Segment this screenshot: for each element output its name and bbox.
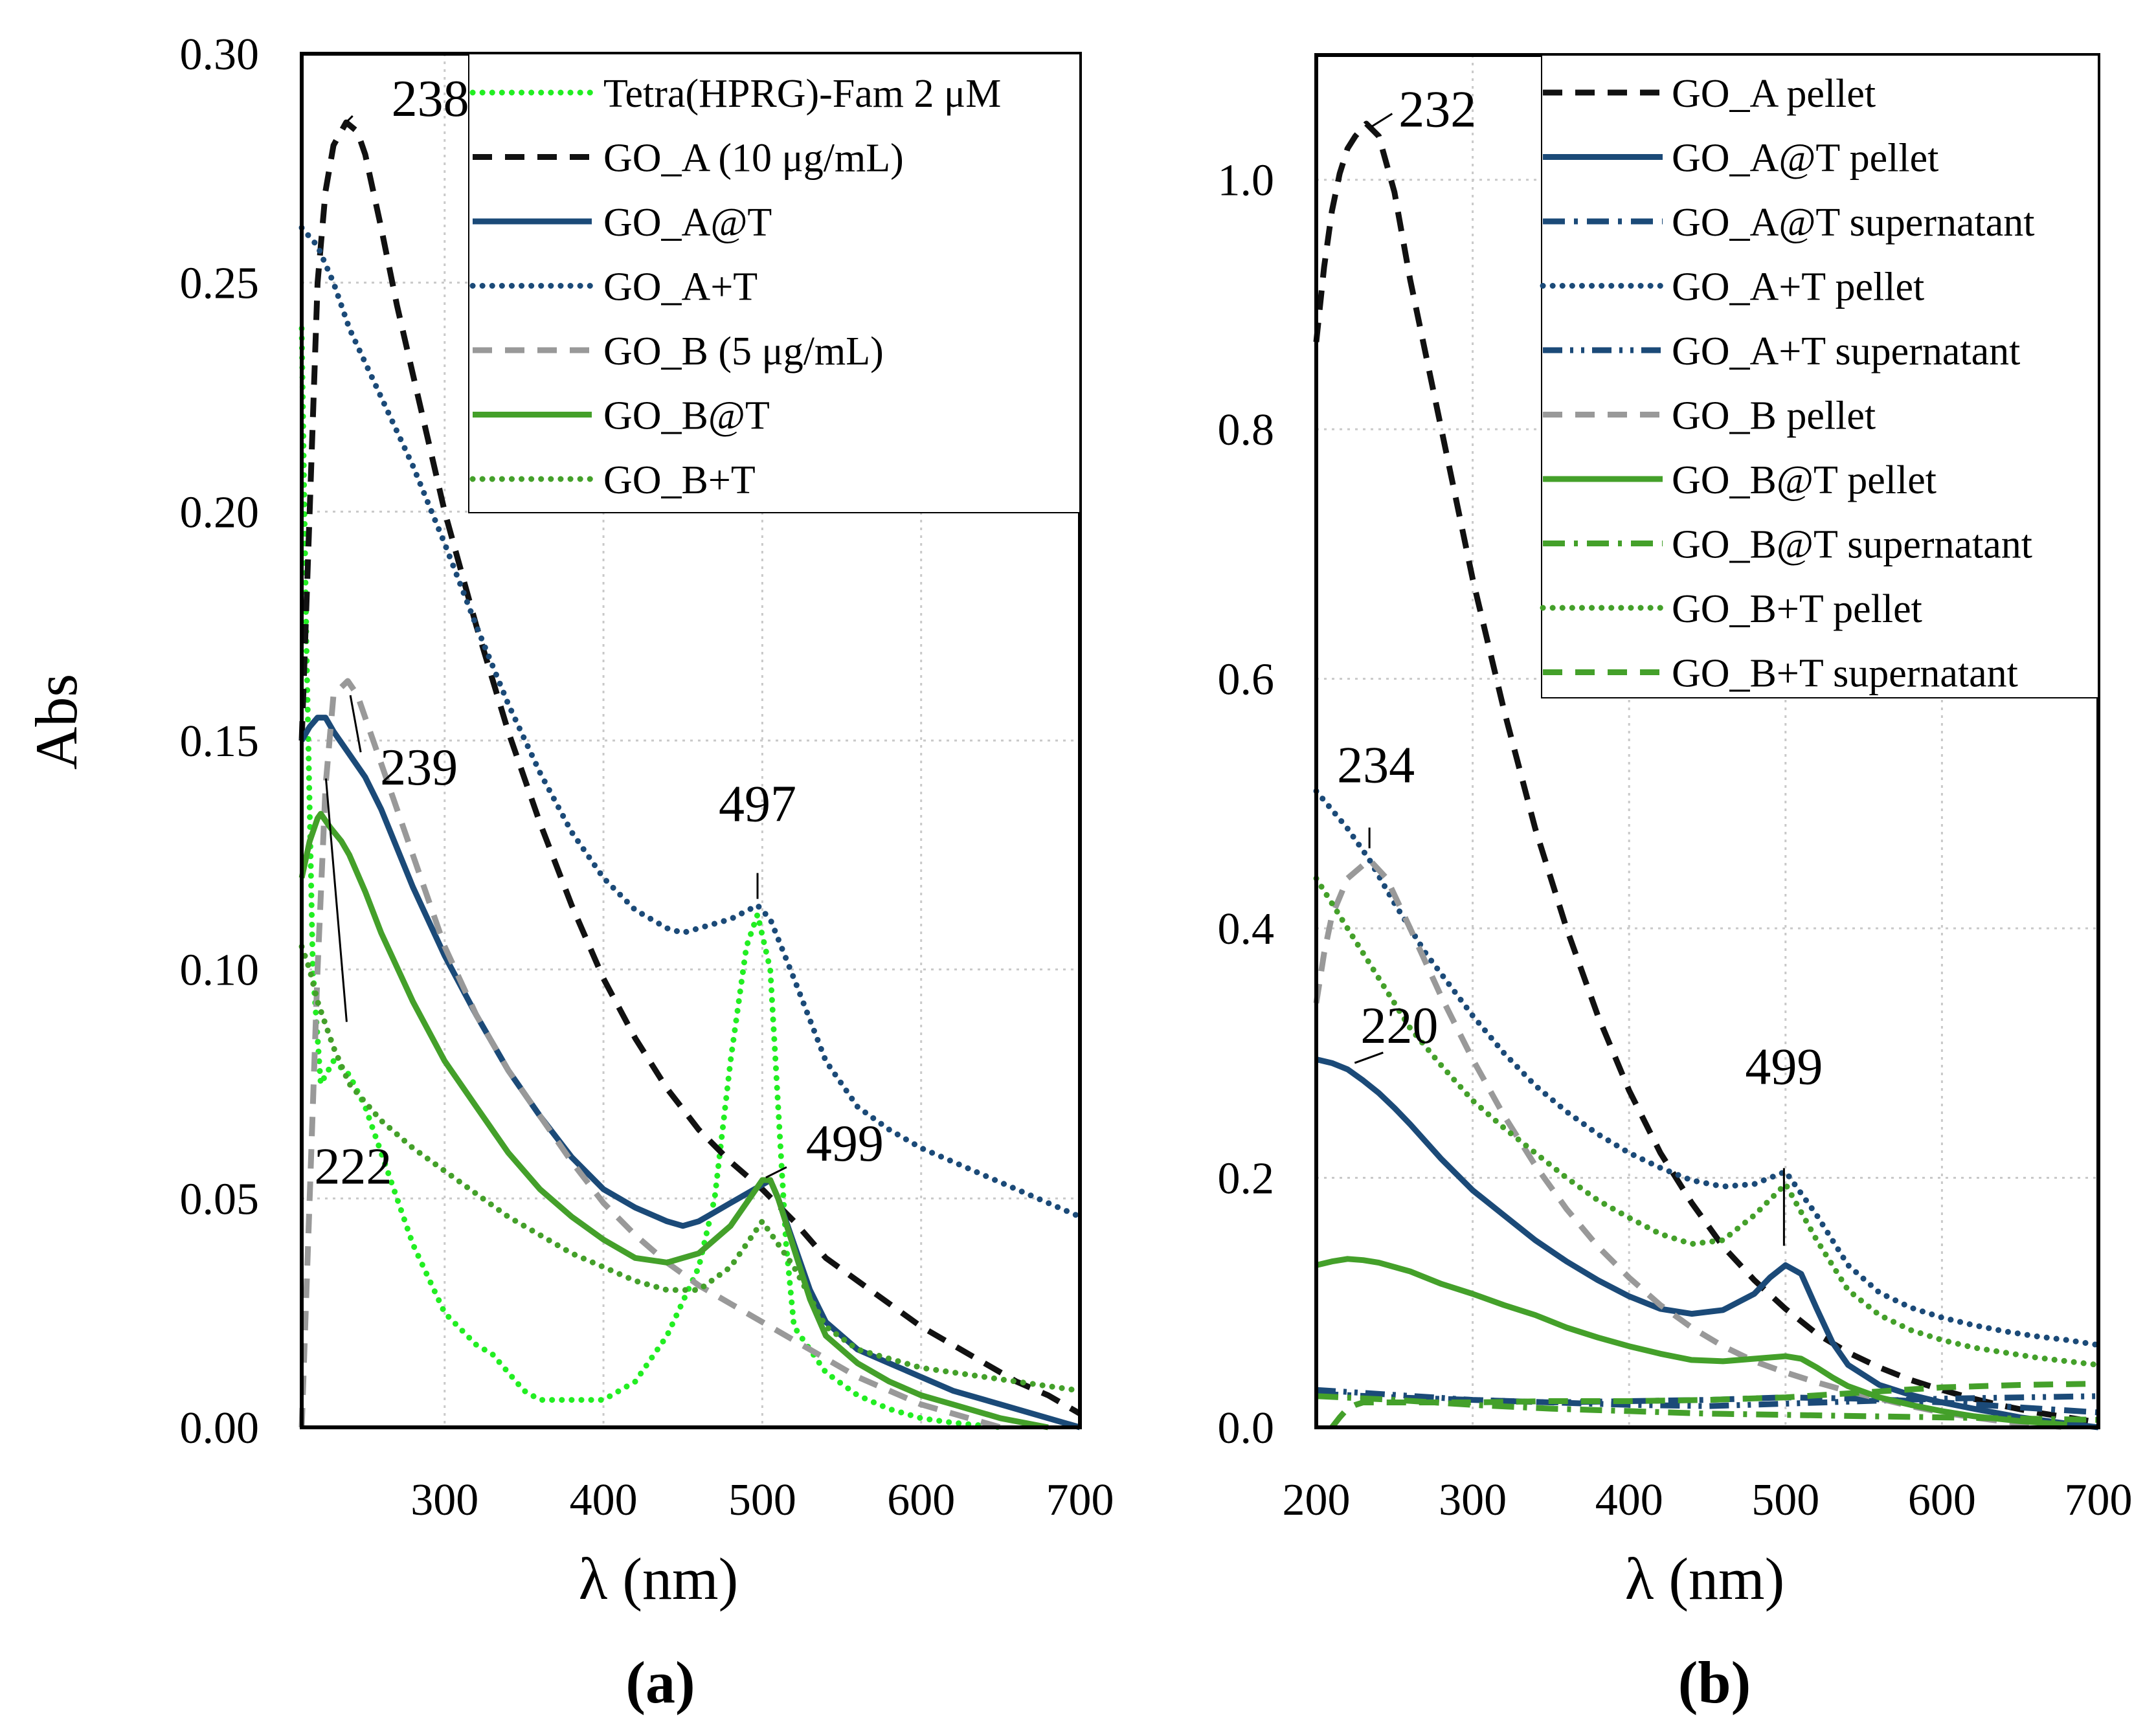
legend-label: GO_A pellet [1672, 72, 1876, 116]
peak-annotation-499: 499 [806, 1115, 884, 1172]
x-tick-label: 500 [1751, 1475, 1819, 1525]
series-line-go-b-t [298, 810, 1049, 1431]
legend-label: GO_A+T pellet [1672, 265, 1924, 309]
x-tick-label: 300 [410, 1475, 478, 1525]
series-line-go-a-t [299, 715, 1081, 1431]
legend-label: GO_A@T supernatant [1672, 201, 2034, 245]
legend-label: GO_B (5 μg/mL) [603, 329, 884, 374]
series-line-go-a-t-pellet [1315, 1056, 2099, 1431]
panel-label-b: (b) [1678, 1649, 1751, 1715]
annotation-leader [1371, 113, 1393, 128]
series-line-go-a-t [298, 225, 1083, 1220]
annotation-leader [324, 778, 348, 1022]
series-line-go-b-t-supernatant [1329, 1381, 2099, 1429]
legend-label: GO_B+T pellet [1672, 587, 1922, 631]
y-tick-label: 1.0 [1218, 156, 1275, 206]
tick-labels: 0.0 0.2 0.4 0.6 0.8 1.0 200 300 400 500 600 700 [1218, 156, 2133, 1525]
x-tick-label: 600 [1908, 1475, 1976, 1525]
peak-annotation-220: 220 [1360, 998, 1438, 1054]
legend-label: GO_A+T [603, 265, 758, 309]
annotation-leader [346, 115, 354, 122]
x-tick-label: 600 [887, 1475, 955, 1525]
series-group [1313, 120, 2102, 1431]
series-line-go-b-5-g-ml [298, 678, 1002, 1431]
y-tick-label: 0.0 [1218, 1403, 1275, 1453]
peak-annotation-238: 238 [392, 71, 469, 128]
y-tick-label: 0.30 [180, 30, 260, 80]
legend-label: GO_A@T pellet [1672, 137, 1938, 181]
peak-annotation-222: 222 [314, 1139, 392, 1196]
series-group [298, 119, 1083, 1431]
y-tick-label: 0.20 [180, 487, 260, 537]
legend-box [1541, 54, 2099, 698]
legend: Tetra(HPRG)-Fam 2 μM GO_A (10 μg/mL) GO_A@… [468, 53, 1081, 513]
panel-label-a: (a) [625, 1649, 695, 1715]
y-tick-label: 0.4 [1218, 904, 1275, 954]
x-axis-label-a: λ (nm) [579, 1546, 738, 1612]
y-tick-label: 0.15 [180, 717, 260, 766]
peak-annotation-234: 234 [1337, 737, 1415, 794]
legend-label: GO_B+T supernatant [1672, 652, 2018, 696]
y-tick-label: 0.00 [180, 1403, 260, 1453]
series-line-go-b-t [298, 943, 1083, 1394]
series-line-go-a-t-supernatant [1316, 1387, 2099, 1409]
annotation-leader [765, 1166, 787, 1179]
tick-labels: 0.00 0.05 0.10 0.15 0.20 0.25 0.30 300 400 500 600… [180, 30, 1114, 1525]
peak-annotation-232: 232 [1398, 82, 1476, 139]
legend-label: GO_B@T [603, 394, 770, 438]
annotations: 232 234 220 499 [1337, 82, 1823, 1246]
legend-label: GO_B@T pellet [1672, 458, 1937, 502]
y-tick-label: 0.10 [180, 946, 260, 996]
y-tick-label: 0.8 [1218, 405, 1275, 455]
legend-label: GO_A+T supernatant [1672, 329, 2020, 374]
legend-label: GO_B pellet [1672, 394, 1876, 438]
x-tick-label: 300 [1439, 1475, 1507, 1525]
peak-annotation-239: 239 [380, 739, 458, 796]
x-tick-label: 400 [1595, 1475, 1663, 1525]
x-tick-label: 500 [728, 1475, 796, 1525]
series-line-go-a-t-pellet [1313, 788, 2102, 1348]
annotation-leader [1354, 1051, 1384, 1064]
legend-label: GO_B@T supernatant [1672, 523, 2032, 567]
peak-annotation-497: 497 [719, 776, 796, 833]
x-axis-label-b: λ (nm) [1625, 1546, 1784, 1612]
peak-annotation-499: 499 [1745, 1038, 1823, 1095]
y-tick-label: 0.2 [1218, 1154, 1275, 1204]
legend-label: Tetra(HPRG)-Fam 2 μM [603, 72, 1001, 116]
series-line-go-b-t-pellet [1315, 1256, 2068, 1428]
x-tick-label: 700 [2065, 1475, 2133, 1525]
legend-label: GO_B+T [603, 458, 756, 502]
legend-label: GO_A@T [603, 201, 772, 245]
legend: GO_A pellet GO_A@T pellet GO_A@T supernata… [1540, 54, 2099, 698]
legend-label: GO_A (10 μg/mL) [603, 137, 904, 181]
y-tick-label: 0.05 [180, 1174, 260, 1224]
y-axis-label: Abs [23, 674, 89, 770]
series-line-go-b-t-pellet [1313, 875, 2102, 1368]
annotations: 238 239 222 497 499 [314, 71, 883, 1196]
x-tick-label: 700 [1046, 1475, 1114, 1525]
annotation-leader [349, 695, 362, 753]
series-line-tetra-hprg-fam-2-m [298, 325, 1004, 1431]
x-tick-label: 200 [1283, 1475, 1351, 1525]
series-line-go-a-10-g-ml [298, 119, 1082, 1416]
x-tick-label: 400 [570, 1475, 638, 1525]
y-tick-label: 0.25 [180, 259, 260, 309]
panel-a: 2382392224974990.000.050.100.150.200.250… [180, 30, 1114, 1525]
y-tick-label: 0.6 [1218, 655, 1275, 705]
panel-b: 232 234 220 499 0.0 0.2 0.4 0.6 0.8 1.0 200 300 400 5… [1218, 53, 2133, 1525]
